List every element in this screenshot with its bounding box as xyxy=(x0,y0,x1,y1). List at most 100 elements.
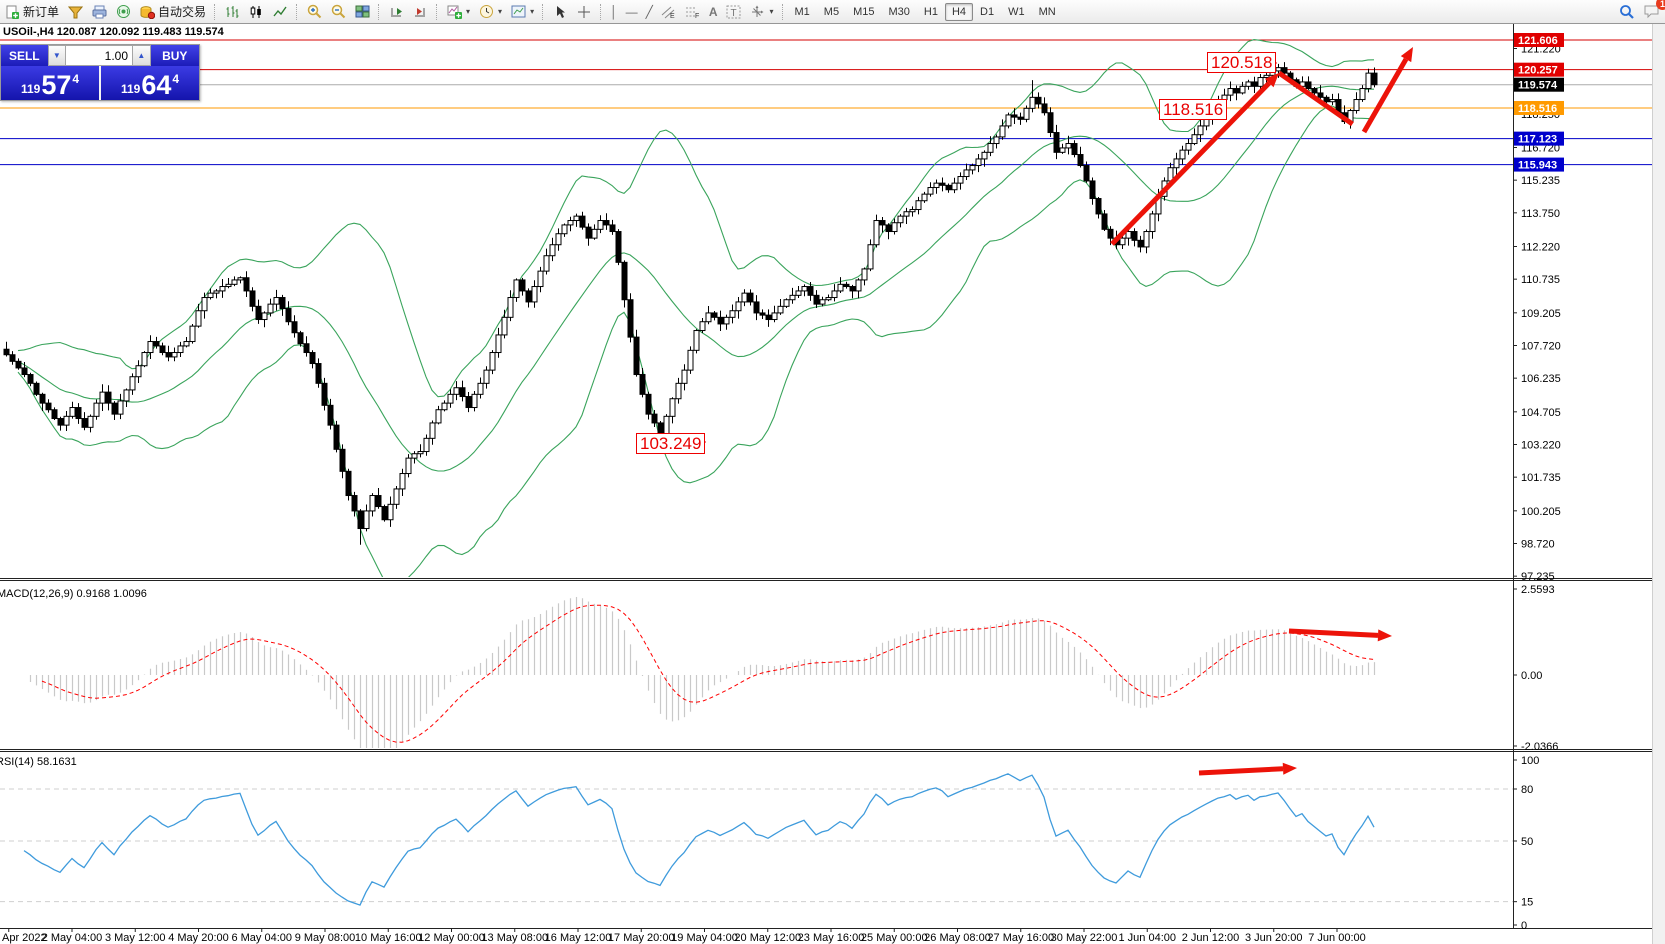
vertical-line-icon: │ xyxy=(610,4,618,19)
search-button[interactable] xyxy=(1615,1,1639,22)
auto-scroll-button[interactable] xyxy=(384,1,408,22)
candle-body xyxy=(1095,198,1102,215)
funnel-button[interactable] xyxy=(63,1,87,22)
candle-body xyxy=(351,495,358,512)
bollinger-middle-band[interactable] xyxy=(17,85,1374,472)
price-annotation-label[interactable]: 118.516 xyxy=(1159,99,1228,120)
candle-body xyxy=(855,279,862,292)
candle-body xyxy=(1239,85,1246,94)
timeframe-H4[interactable]: H4 xyxy=(944,2,973,21)
timeframe-M1[interactable]: M1 xyxy=(794,5,810,18)
chart-shift-button[interactable] xyxy=(408,1,432,22)
equidistant-channel-button[interactable]: E xyxy=(657,1,681,22)
periods-button[interactable]: ▾ xyxy=(474,1,506,22)
candle-body xyxy=(459,387,466,398)
text-label-button[interactable]: T xyxy=(721,1,745,22)
timeframe-MN[interactable]: MN xyxy=(1038,5,1056,18)
trend-arrow-line[interactable] xyxy=(1110,81,1272,246)
candle-body xyxy=(195,310,202,327)
trend-arrow-head[interactable] xyxy=(1282,762,1297,775)
candle-body xyxy=(693,330,700,351)
candle-body xyxy=(741,292,748,303)
price-badge-label: 119.574 xyxy=(1518,80,1558,92)
shapes-button[interactable]: ▾ xyxy=(745,1,777,22)
trend-arrow-line[interactable] xyxy=(1361,57,1409,134)
zoom-out-icon xyxy=(330,4,346,20)
candle-body xyxy=(1227,88,1234,96)
cursor-button[interactable] xyxy=(548,1,572,22)
auto-trading-button[interactable]: 自动交易 xyxy=(135,1,210,22)
trend-arrow-head[interactable] xyxy=(1377,629,1392,642)
candlestick-chart-button[interactable] xyxy=(244,1,268,22)
sell-button[interactable]: SELL xyxy=(1,45,48,66)
buy-price-display[interactable]: 119 64 4 xyxy=(101,66,199,100)
candle-body xyxy=(849,286,856,292)
trend-arrow-line[interactable] xyxy=(1277,70,1354,127)
bollinger-upper-band[interactable] xyxy=(17,39,1375,398)
lot-decrease-button[interactable]: ▼ xyxy=(47,45,67,66)
chart-area[interactable]: 121.220118.250116.720115.235113.750112.2… xyxy=(0,23,1665,944)
trend-arrow-head[interactable] xyxy=(1264,73,1279,88)
window-scrollbar-gutter[interactable] xyxy=(1652,0,1665,944)
chat-button[interactable]: 1 xyxy=(1639,0,1665,22)
candle-body xyxy=(699,321,706,332)
svg-text:T: T xyxy=(730,8,736,19)
trend-arrow-line[interactable] xyxy=(1288,628,1379,638)
candle-body xyxy=(585,226,592,239)
candle-body xyxy=(669,398,676,417)
lot-increase-button[interactable]: ▲ xyxy=(132,45,151,66)
candle-body xyxy=(831,290,838,299)
time-axis-label: 17 May 20:00 xyxy=(608,932,675,944)
bar-chart-button[interactable] xyxy=(220,1,244,22)
candle-body xyxy=(735,301,742,312)
line-chart-button[interactable] xyxy=(268,1,292,22)
candle-body xyxy=(147,341,154,354)
candle-body xyxy=(801,286,808,292)
trend-arrow-line[interactable] xyxy=(1198,766,1284,776)
lot-size-input[interactable] xyxy=(66,45,133,66)
price-badge xyxy=(1514,157,1564,172)
rsi-scale-label: 15 xyxy=(1521,897,1533,909)
buy-button[interactable]: BUY xyxy=(150,45,199,66)
candle-body xyxy=(39,393,46,404)
toolbar-separator xyxy=(214,3,216,20)
crosshair-button[interactable] xyxy=(572,1,596,22)
timeframe-W1[interactable]: W1 xyxy=(1008,5,1025,18)
candle-body xyxy=(879,220,886,226)
fibonacci-button[interactable]: F xyxy=(681,1,705,22)
toolbar-separator xyxy=(781,3,784,20)
bollinger-lower-band[interactable] xyxy=(17,105,1374,586)
templates-button[interactable]: ▾ xyxy=(506,1,538,22)
timeframe-H1[interactable]: H1 xyxy=(923,5,938,18)
timeframe-D1[interactable]: D1 xyxy=(980,5,995,18)
price-annotation-label[interactable]: 103.249 xyxy=(636,433,706,454)
candle-body xyxy=(339,448,346,472)
trend-arrow-head[interactable] xyxy=(1400,47,1413,63)
candle-body xyxy=(327,404,334,426)
zoom-in-button[interactable] xyxy=(302,1,326,22)
price-annotation-label[interactable]: 120.518 xyxy=(1207,52,1277,73)
timeframe-M30[interactable]: M30 xyxy=(888,5,910,18)
macd-scale-label: 0.00 xyxy=(1521,670,1542,682)
text-button[interactable]: A xyxy=(705,1,722,22)
buy-price-main: 64 xyxy=(141,70,172,100)
tile-windows-button[interactable] xyxy=(350,1,374,22)
svg-text:E: E xyxy=(670,13,675,19)
horizontal-line-button[interactable]: — xyxy=(622,1,642,22)
candle-body xyxy=(303,343,310,354)
candle-body xyxy=(1149,213,1156,233)
print-button[interactable] xyxy=(87,1,111,22)
zoom-out-button[interactable] xyxy=(326,1,350,22)
add-indicator-button[interactable]: ▾ xyxy=(442,1,474,22)
new-order-button[interactable]: 新订单 xyxy=(0,1,63,22)
candle-body xyxy=(729,310,736,318)
signal-button[interactable] xyxy=(111,1,135,22)
vertical-line-button[interactable]: │ xyxy=(606,1,622,22)
sell-price-display[interactable]: 119 57 4 xyxy=(1,66,99,100)
candle-body xyxy=(969,165,976,171)
candle-body xyxy=(795,290,802,296)
timeframe-M5[interactable]: M5 xyxy=(823,5,840,18)
trendline-button[interactable]: ╱ xyxy=(642,1,657,22)
timeframe-M15[interactable]: M15 xyxy=(853,5,875,18)
